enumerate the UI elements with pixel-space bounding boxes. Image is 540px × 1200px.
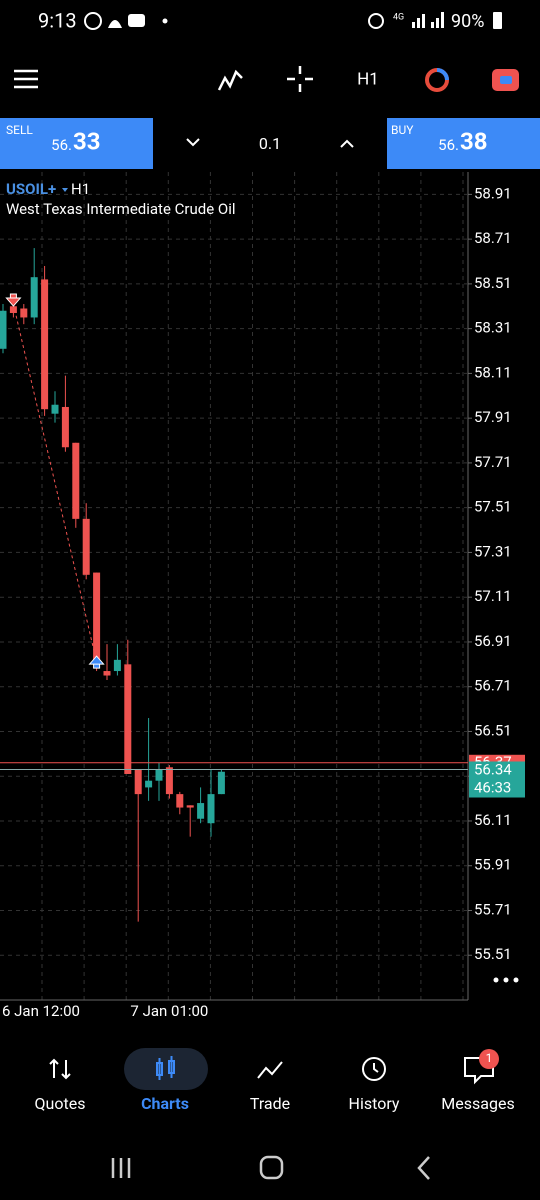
candle-body <box>82 518 90 575</box>
y-tick-label: 58.31 <box>474 319 512 337</box>
nav-tab[interactable]: Trade <box>250 1094 290 1113</box>
nav-tab[interactable]: History <box>349 1094 400 1113</box>
candle-body <box>165 767 173 795</box>
candle-body <box>9 306 17 313</box>
status-right-icons <box>368 12 502 29</box>
status-time: 9:13 <box>38 8 77 32</box>
badge <box>479 1049 499 1069</box>
x-tick-label: 6 Jan 12:00 <box>2 1002 80 1020</box>
status-battery: 90% <box>451 11 484 32</box>
buy-label: BUY <box>391 123 414 137</box>
buy-button[interactable] <box>387 118 540 169</box>
sell-price-main: 56. <box>51 136 72 154</box>
chart-symbol[interactable]: USOIL+ <box>6 180 56 198</box>
indicators-button[interactable] <box>217 69 243 91</box>
sell-marker <box>5 293 22 307</box>
lot-decrease[interactable] <box>186 138 200 147</box>
nav-icons <box>49 1057 494 1085</box>
candle-body <box>61 406 69 448</box>
lot-increase[interactable] <box>340 139 354 148</box>
candle-body <box>30 277 38 318</box>
sell-price-pips: 33 <box>73 127 101 155</box>
candle-body <box>155 769 163 781</box>
candle-body <box>113 659 121 672</box>
candle-body <box>217 771 225 795</box>
y-tick-label: 58.11 <box>474 363 512 381</box>
candle-body <box>186 805 194 808</box>
status-icons <box>84 12 168 30</box>
candle-body <box>145 780 153 788</box>
y-tick-label: 58.91 <box>474 184 512 202</box>
trade-button[interactable] <box>492 69 519 91</box>
y-tick-label: 58.71 <box>474 229 512 247</box>
y-tick-label: 55.71 <box>474 900 512 918</box>
bid-tag-label: 56.34 <box>474 760 512 778</box>
y-tick-label: 56.91 <box>474 632 512 650</box>
candle-body <box>197 803 205 819</box>
candle-body <box>103 671 111 676</box>
candle-body <box>124 664 132 774</box>
candle-body <box>51 404 59 414</box>
menu-button[interactable] <box>14 69 38 89</box>
nav-labels: Quotes Charts Trade History Messages <box>35 1094 515 1113</box>
chart-layer: 58.91 58.71 58.51 58.31 58.11 57.91 57.71 57.51… <box>0 184 525 1020</box>
crosshair-button[interactable] <box>287 66 313 92</box>
buy-price-pips: 38 <box>460 127 488 155</box>
candle-body <box>0 310 7 349</box>
candle-body <box>20 308 28 318</box>
y-tick-label: 58.51 <box>474 274 512 292</box>
chart-title: West Texas Intermediate Crude Oil <box>6 200 235 218</box>
bid-tag <box>469 761 525 798</box>
trade-connector <box>12 303 98 663</box>
y-tick-label: 55.91 <box>474 856 512 874</box>
countdown: 46:33 <box>474 778 511 796</box>
buy-price-main: 56. <box>438 136 459 154</box>
nav-tab[interactable]: Messages <box>441 1094 514 1113</box>
y-tick-label: 57.11 <box>474 587 512 605</box>
x-tick-label: 7 Jan 01:00 <box>130 1002 208 1020</box>
nav-tab[interactable]: Quotes <box>35 1094 86 1113</box>
y-tick-label: 56.51 <box>474 721 512 739</box>
objects-button[interactable] <box>425 68 449 92</box>
more-button[interactable] <box>493 977 519 983</box>
candle-body <box>72 442 80 519</box>
charts-icon <box>156 1056 175 1080</box>
candle-body <box>176 794 184 808</box>
sell-label: SELL <box>6 123 33 137</box>
y-tick-label: 56.11 <box>474 811 512 829</box>
y-tick-label: 57.51 <box>474 498 512 516</box>
candle-body <box>207 794 215 824</box>
active-tab-highlight <box>124 1048 208 1090</box>
nav-tab[interactable]: Charts <box>141 1094 189 1113</box>
buy-marker <box>88 655 105 669</box>
y-tick-label: 56.71 <box>474 677 512 695</box>
badge-count: 1 <box>486 1051 493 1065</box>
y-tick-label: 57.31 <box>474 542 512 560</box>
chart-timeframe: H1 <box>71 180 90 198</box>
sell-button[interactable] <box>0 118 153 169</box>
lot-value[interactable]: 0.1 <box>259 134 281 153</box>
timeframe-button[interactable]: H1 <box>357 69 379 89</box>
candle-body <box>41 279 49 410</box>
candle-body <box>93 572 101 665</box>
system-nav <box>111 1155 430 1180</box>
y-tick-label: 57.71 <box>474 453 512 471</box>
symbol-dropdown[interactable] <box>62 188 68 192</box>
candle-body <box>134 769 142 795</box>
status-network: 4G <box>393 12 404 22</box>
y-tick-label: 55.51 <box>474 945 512 963</box>
y-tick-label: 57.91 <box>474 408 512 426</box>
